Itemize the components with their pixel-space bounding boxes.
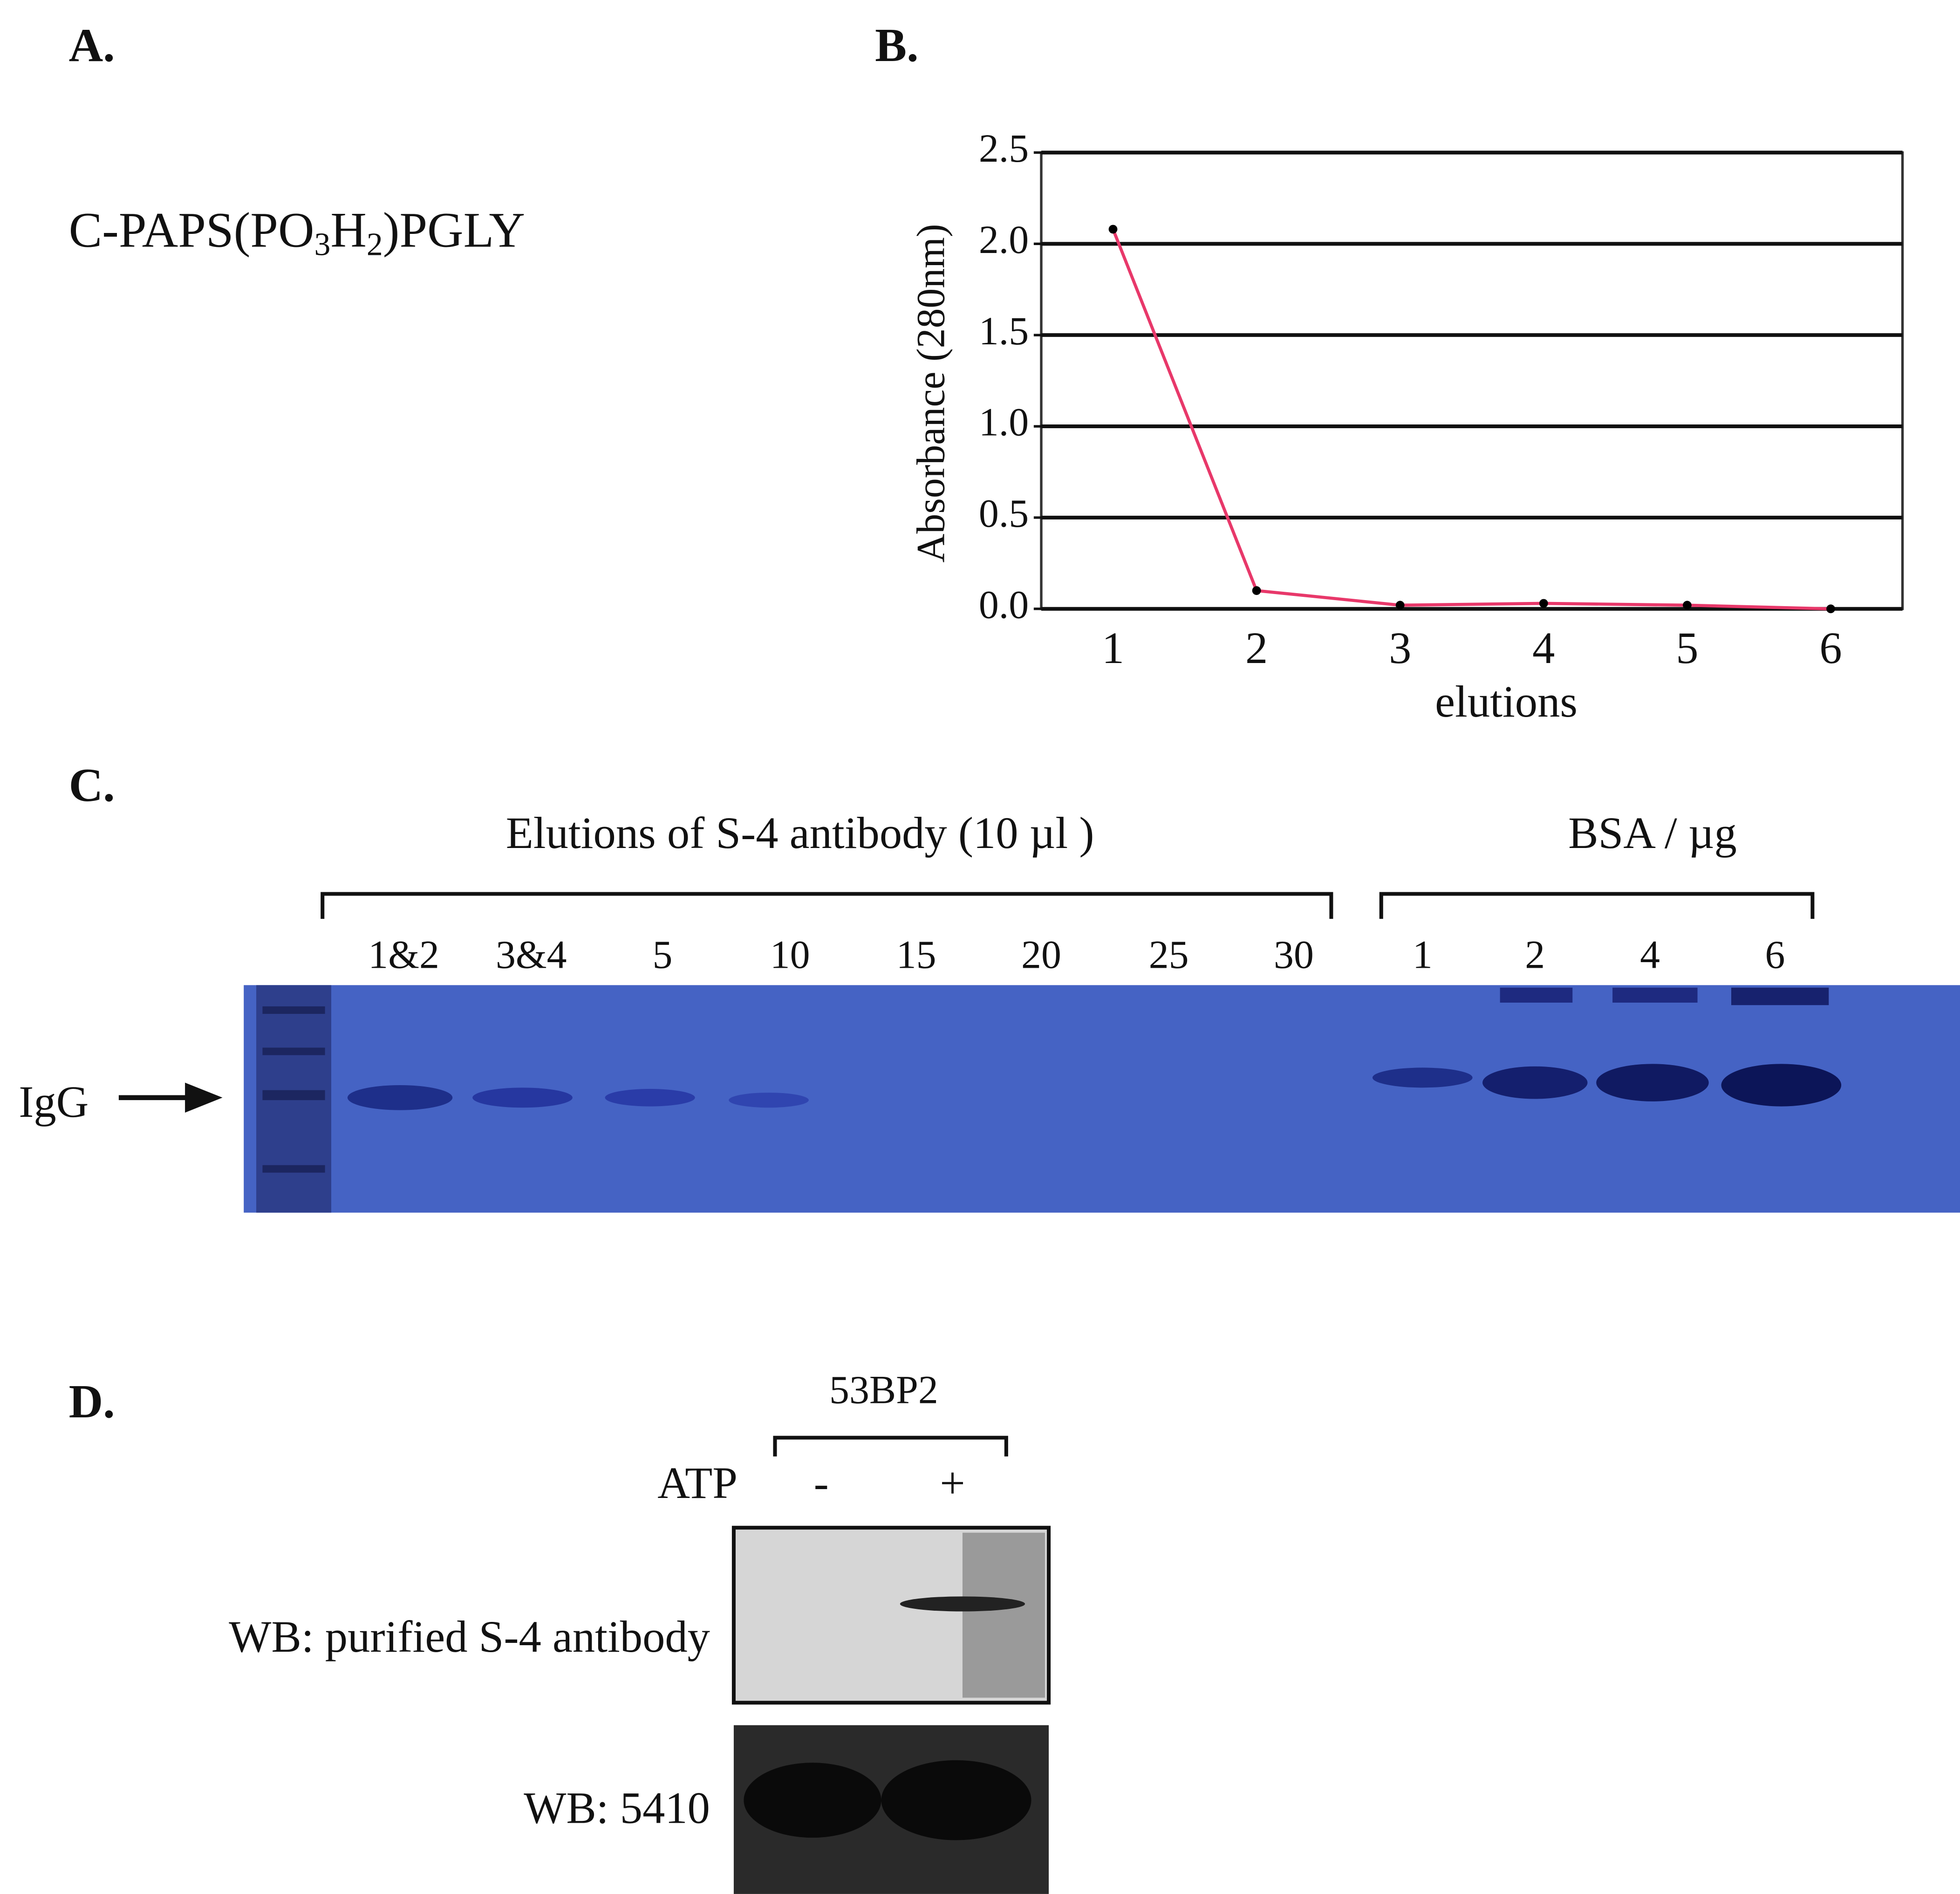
blot-label: WB: 5410 — [524, 1783, 710, 1833]
y-tick-label: 0.5 — [979, 491, 1029, 536]
y-tick-label: 1.5 — [979, 308, 1029, 353]
lane-label: - — [814, 1458, 829, 1508]
bracket — [321, 892, 1333, 919]
y-axis-label: Absorbance (280nm) — [908, 224, 953, 562]
band — [1721, 1064, 1842, 1107]
lane-label: 30 — [1274, 932, 1314, 977]
band — [1731, 987, 1829, 1005]
peptide-part: C-PAPS(PO — [69, 202, 314, 258]
bracket — [1379, 892, 1815, 919]
peptide-part: H — [330, 202, 367, 258]
band — [472, 1087, 573, 1108]
marker-band — [262, 1047, 325, 1055]
marker — [1252, 586, 1261, 595]
panel-label: B. — [875, 19, 918, 72]
row-label: ATP — [657, 1458, 738, 1508]
band — [744, 1763, 881, 1838]
lane-label: 1&2 — [368, 932, 439, 977]
band — [347, 1085, 453, 1110]
bracket — [773, 1436, 1008, 1456]
band — [729, 1093, 809, 1108]
band — [1596, 1064, 1709, 1101]
lane-label: 2 — [1525, 932, 1545, 977]
x-axis-label: elutions — [1435, 677, 1578, 726]
lane-label: 6 — [1765, 932, 1785, 977]
x-tick-label: 1 — [1102, 623, 1124, 673]
gel — [244, 985, 1960, 1213]
blot-shade — [962, 1532, 1045, 1698]
chart: B. 0.0 0.5 1.0 1.5 2.0 2.5 Absorbance (280nm) el… — [875, 19, 1904, 726]
marker — [1539, 599, 1548, 608]
panel-label: D. — [69, 1375, 115, 1428]
lane-label: 10 — [770, 932, 810, 977]
lane-label: 5 — [653, 932, 673, 977]
band — [881, 1760, 1031, 1840]
band — [1500, 987, 1573, 1003]
plot-frame — [1040, 151, 1904, 610]
marker — [1683, 601, 1692, 610]
peptide: C-PAPS(PO3H2)PGLY — [69, 202, 525, 262]
lane-label: 15 — [896, 932, 936, 977]
y-tick-label: 0.0 — [979, 582, 1029, 627]
panel-label: C. — [69, 759, 115, 812]
lane-label: 1 — [1413, 932, 1433, 977]
lane-label: + — [940, 1458, 965, 1508]
marker-band — [262, 1165, 325, 1173]
band — [1612, 987, 1698, 1003]
x-tick-label: 6 — [1819, 623, 1842, 673]
line — [1111, 228, 1831, 611]
group-label: Elutions of S-4 antibody (10 µl ) — [506, 808, 1094, 858]
band — [900, 1596, 1025, 1612]
y-tick-label: 2.0 — [979, 217, 1029, 262]
marker — [1826, 604, 1835, 614]
group-label: BSA / µg — [1568, 808, 1737, 858]
group-label: 53BP2 — [829, 1367, 938, 1412]
x-tick-label: 2 — [1245, 623, 1268, 673]
marker-band — [262, 1090, 325, 1101]
band — [1372, 1067, 1473, 1088]
lane-labels: 1&2 3&4 5 10 15 20 25 30 1 2 4 6 — [368, 932, 1785, 977]
subscript: 3 — [314, 226, 330, 262]
x-tick-label: 5 — [1676, 623, 1698, 673]
y-tick-label: 2.5 — [979, 126, 1029, 171]
peptide-part: )PGLY — [383, 202, 525, 258]
marker — [1395, 601, 1405, 610]
band — [1482, 1066, 1588, 1099]
marker — [1108, 225, 1118, 234]
subscript: 2 — [367, 226, 383, 262]
lane-label: 4 — [1640, 932, 1660, 977]
x-tick-label: 4 — [1532, 623, 1555, 673]
lane-label: 20 — [1021, 932, 1061, 977]
blot-label: WB: purified S-4 antibody — [229, 1612, 710, 1662]
lane-label: 25 — [1149, 932, 1189, 977]
marker-band — [262, 1006, 325, 1014]
lane-label: 3&4 — [496, 932, 567, 977]
y-tick-label: 1.0 — [979, 400, 1029, 444]
x-tick-label: 3 — [1389, 623, 1411, 673]
panel-label: A. — [69, 19, 115, 72]
band — [605, 1089, 695, 1107]
marker-label: IgG — [19, 1077, 89, 1127]
arrow-head — [185, 1082, 223, 1113]
